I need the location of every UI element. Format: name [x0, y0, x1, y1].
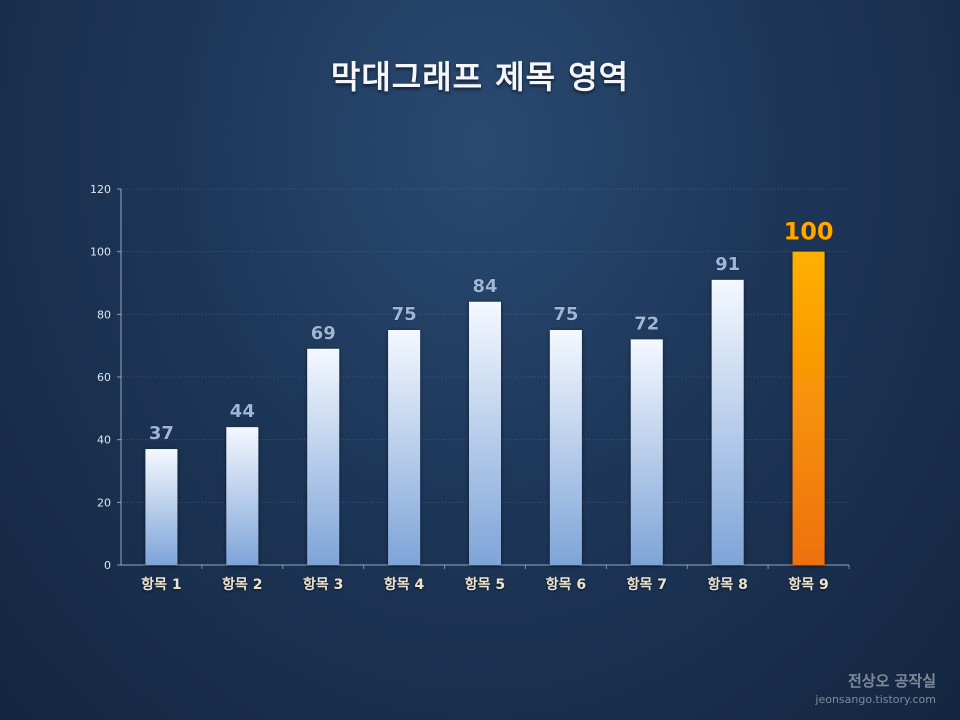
x-tick-label: 항목 1 — [141, 576, 181, 593]
data-label: 75 — [553, 304, 578, 325]
bar — [307, 348, 340, 565]
bar — [792, 251, 825, 565]
data-label: 75 — [392, 304, 417, 325]
y-tick-label: 120 — [90, 183, 111, 196]
data-label: 72 — [634, 313, 659, 334]
watermark: 전상오 공작실 jeonsango.tistory.com — [815, 670, 936, 706]
bar — [388, 330, 421, 565]
bar — [469, 301, 501, 565]
y-tick-label: 20 — [97, 496, 111, 509]
data-label: 44 — [230, 401, 255, 422]
bars — [145, 251, 825, 565]
bar — [145, 449, 178, 565]
data-label: 100 — [784, 218, 834, 246]
x-tick-label: 항목 8 — [707, 576, 747, 593]
x-tick-label: 항목 5 — [465, 576, 505, 593]
watermark-name: 전상오 공작실 — [847, 672, 936, 690]
bar — [549, 330, 582, 565]
watermark-url: jeonsango.tistory.com — [815, 693, 936, 706]
x-tick-label: 항목 4 — [384, 576, 425, 593]
y-tick-label: 100 — [90, 246, 111, 259]
y-tick-label: 60 — [97, 371, 111, 384]
data-label: 91 — [715, 254, 740, 275]
bar — [711, 279, 744, 565]
x-tick-label: 항목 7 — [627, 576, 667, 593]
x-tick-label: 항목 9 — [788, 576, 828, 593]
x-tick-label: 항목 3 — [303, 576, 343, 593]
data-label: 69 — [311, 323, 336, 344]
y-tick-label: 40 — [97, 434, 111, 447]
data-labels: 37 44 69 75 84 75 72 91 100 — [149, 217, 834, 444]
bar — [630, 339, 663, 565]
x-tick-label: 항목 2 — [222, 576, 262, 593]
x-tick-label: 항목 6 — [546, 576, 586, 593]
chart-title: 막대그래프 제목 영역 — [330, 58, 630, 96]
data-label: 37 — [149, 423, 174, 444]
y-tick-label: 0 — [104, 559, 111, 572]
y-tick-label: 80 — [97, 308, 111, 321]
data-label: 84 — [472, 276, 497, 297]
bar — [226, 427, 259, 565]
